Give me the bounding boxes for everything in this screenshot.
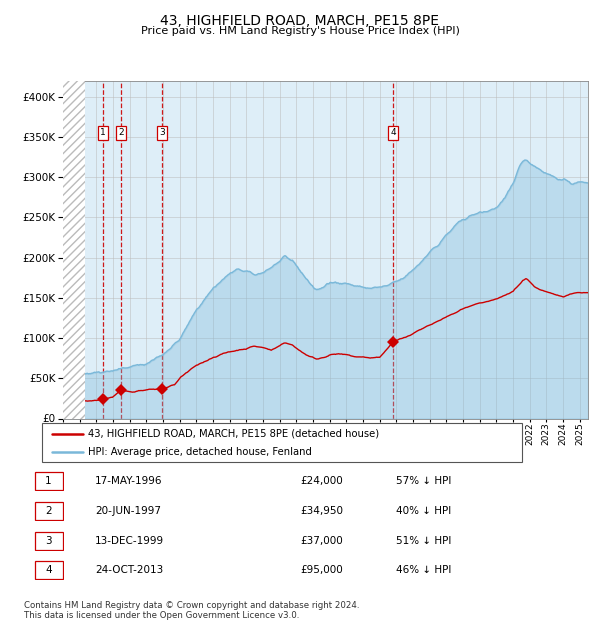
Text: 46% ↓ HPI: 46% ↓ HPI xyxy=(396,565,451,575)
Text: Price paid vs. HM Land Registry's House Price Index (HPI): Price paid vs. HM Land Registry's House … xyxy=(140,26,460,36)
Text: 3: 3 xyxy=(159,128,165,138)
Text: 4: 4 xyxy=(45,565,52,575)
Text: £24,000: £24,000 xyxy=(300,476,343,486)
Text: £37,000: £37,000 xyxy=(300,536,343,546)
Text: £34,950: £34,950 xyxy=(300,506,343,516)
Text: 2: 2 xyxy=(118,128,124,138)
Text: 1: 1 xyxy=(100,128,106,138)
Text: 43, HIGHFIELD ROAD, MARCH, PE15 8PE (detached house): 43, HIGHFIELD ROAD, MARCH, PE15 8PE (det… xyxy=(88,429,379,439)
Text: 51% ↓ HPI: 51% ↓ HPI xyxy=(396,536,451,546)
Text: 17-MAY-1996: 17-MAY-1996 xyxy=(95,476,162,486)
Text: 57% ↓ HPI: 57% ↓ HPI xyxy=(396,476,451,486)
Text: 13-DEC-1999: 13-DEC-1999 xyxy=(95,536,164,546)
Text: 40% ↓ HPI: 40% ↓ HPI xyxy=(396,506,451,516)
Text: 4: 4 xyxy=(391,128,396,138)
Text: £95,000: £95,000 xyxy=(300,565,343,575)
Text: 1: 1 xyxy=(45,476,52,486)
Bar xyxy=(63,81,85,419)
Text: 24-OCT-2013: 24-OCT-2013 xyxy=(95,565,163,575)
Text: HPI: Average price, detached house, Fenland: HPI: Average price, detached house, Fenl… xyxy=(88,446,311,456)
Text: 43, HIGHFIELD ROAD, MARCH, PE15 8PE: 43, HIGHFIELD ROAD, MARCH, PE15 8PE xyxy=(161,14,439,28)
Text: Contains HM Land Registry data © Crown copyright and database right 2024.: Contains HM Land Registry data © Crown c… xyxy=(24,601,359,611)
Text: 3: 3 xyxy=(45,536,52,546)
Text: This data is licensed under the Open Government Licence v3.0.: This data is licensed under the Open Gov… xyxy=(24,611,299,620)
Text: 20-JUN-1997: 20-JUN-1997 xyxy=(95,506,161,516)
Text: 2: 2 xyxy=(45,506,52,516)
